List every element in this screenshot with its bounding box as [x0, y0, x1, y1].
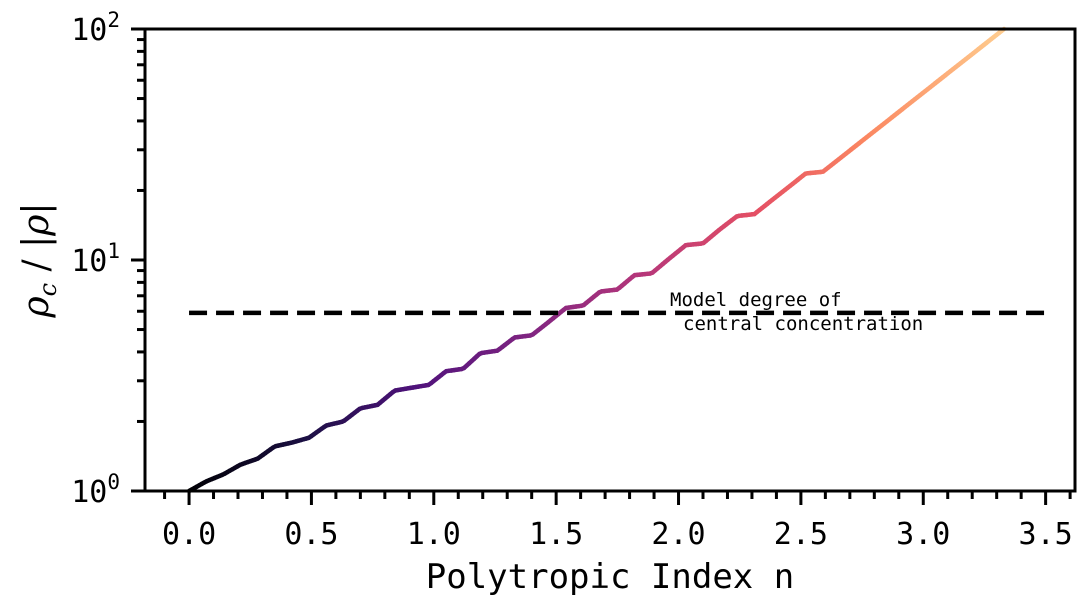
y-axis-title: ρc / |ρ| — [16, 202, 62, 318]
y-tick-label: 101 — [71, 239, 120, 279]
x-tick-label: 3.5 — [1019, 517, 1073, 552]
y-tick-label: 102 — [71, 8, 120, 48]
annotation-line-2: central concentration — [683, 313, 923, 335]
x-tick-label: 0.0 — [162, 517, 216, 552]
x-tick-label: 1.5 — [529, 517, 583, 552]
y-axis-ticks: 100 101 102 — [71, 8, 145, 510]
x-tick-label: 2.5 — [774, 517, 828, 552]
annotation-line-1: Model degree of — [670, 289, 842, 311]
x-tick-label: 0.5 — [284, 517, 338, 552]
x-tick-label: 3.0 — [896, 517, 950, 552]
plot-frame — [143, 27, 1077, 493]
x-tick-label: 1.0 — [407, 517, 461, 552]
series-layer — [186, 26, 1046, 494]
y-tick-label: 100 — [71, 470, 120, 510]
x-tick-label: 2.0 — [651, 517, 705, 552]
x-axis-ticks: 0.0 0.5 1.0 1.5 2.0 2.5 3.0 3.5 — [162, 491, 1073, 552]
x-axis-title: Polytropic Index n — [426, 557, 794, 597]
